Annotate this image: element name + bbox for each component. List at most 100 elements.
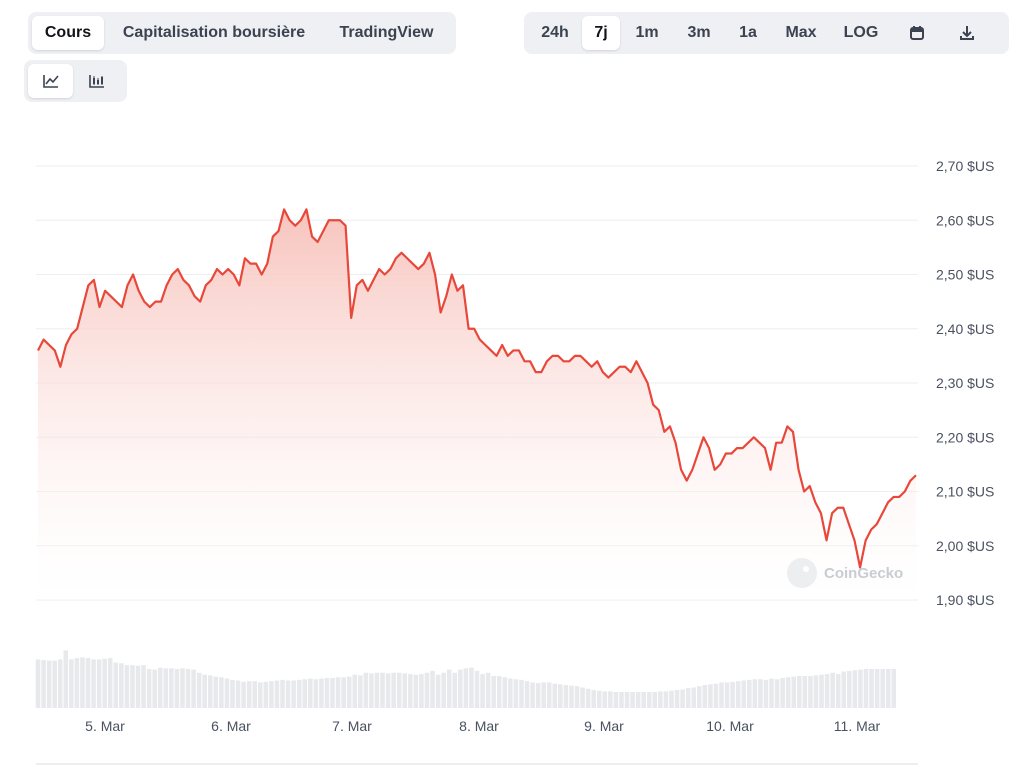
tab-capitalisation[interactable]: Capitalisation boursière bbox=[122, 24, 306, 41]
volume-bar bbox=[524, 681, 530, 708]
y-tick-label: 2,40 $US bbox=[936, 321, 994, 337]
volume-bar bbox=[191, 669, 196, 708]
volume-bar bbox=[413, 674, 419, 708]
volume-bar bbox=[430, 670, 435, 708]
volume-bar bbox=[824, 674, 830, 708]
tab-tradingview[interactable]: TradingView bbox=[339, 24, 434, 41]
volume-bar bbox=[241, 681, 246, 708]
volume-bar bbox=[658, 691, 663, 708]
range-1a[interactable]: 1a bbox=[739, 24, 757, 41]
volume-bar bbox=[591, 690, 596, 708]
volume-bar bbox=[130, 665, 135, 708]
volume-bar bbox=[263, 681, 269, 708]
volume-bar bbox=[157, 667, 163, 708]
volume-bar bbox=[585, 688, 591, 708]
volume-bar bbox=[546, 682, 552, 708]
calendar-icon[interactable] bbox=[892, 16, 942, 50]
volume-bar bbox=[758, 679, 763, 708]
volume-bar bbox=[519, 679, 524, 708]
price-chart[interactable]: 2,70 $US 2,60 $US 2,50 $US 2,40 $US 2,30 $US… bbox=[0, 110, 1024, 767]
candlestick-chart-icon[interactable] bbox=[73, 64, 121, 98]
volume-bar bbox=[663, 691, 669, 708]
x-tick-label: 9. Mar bbox=[584, 718, 624, 734]
volume-bar bbox=[91, 659, 96, 708]
volume-bar bbox=[719, 682, 724, 708]
volume-bar bbox=[135, 665, 141, 708]
watermark-text: CoinGecko bbox=[824, 565, 903, 582]
volume-bar bbox=[513, 679, 519, 708]
volume-bar bbox=[774, 679, 780, 708]
volume-bar bbox=[630, 692, 635, 708]
volume-bar bbox=[391, 672, 396, 708]
range-tabs: 24h 7j 1m 3m 1a Max LOG bbox=[524, 12, 1009, 54]
volume-bar bbox=[196, 672, 202, 708]
volume-bar bbox=[691, 687, 696, 708]
volume-bar bbox=[419, 674, 424, 708]
chart-type-tabs bbox=[24, 60, 127, 102]
volume-bar bbox=[296, 679, 302, 708]
volume-bar bbox=[385, 673, 391, 708]
tab-cours[interactable]: Cours bbox=[32, 16, 104, 50]
volume-bar bbox=[446, 669, 452, 708]
volume-bar bbox=[558, 684, 563, 708]
volume-bar bbox=[308, 678, 313, 708]
y-tick-label: 1,90 $US bbox=[936, 592, 994, 608]
volume-bar bbox=[358, 675, 363, 708]
x-tick-label: 8. Mar bbox=[459, 718, 499, 734]
volume-bar bbox=[124, 665, 130, 708]
volume-bar bbox=[580, 687, 585, 708]
y-tick-label: 2,00 $US bbox=[936, 538, 994, 554]
volume-bar bbox=[791, 676, 797, 708]
volume-bar bbox=[858, 669, 863, 708]
volume-bar bbox=[85, 658, 91, 708]
range-log[interactable]: LOG bbox=[843, 24, 879, 41]
range-1m[interactable]: 1m bbox=[635, 24, 659, 41]
volume-bar bbox=[819, 674, 824, 708]
volume-bar bbox=[602, 691, 608, 708]
range-3m[interactable]: 3m bbox=[687, 24, 711, 41]
volume-bar bbox=[724, 682, 730, 708]
volume-bar bbox=[352, 674, 358, 708]
volume-bar bbox=[374, 672, 380, 708]
volume-bar bbox=[408, 674, 413, 708]
volume-bar bbox=[113, 662, 119, 708]
range-24h[interactable]: 24h bbox=[541, 24, 569, 41]
volume-bar bbox=[847, 670, 852, 708]
volume-bar bbox=[219, 677, 224, 708]
range-7j[interactable]: 7j bbox=[582, 16, 620, 50]
volume-bar bbox=[207, 675, 213, 708]
line-chart-icon[interactable] bbox=[28, 64, 73, 98]
volume-bar bbox=[852, 670, 858, 708]
price-line bbox=[37, 208, 917, 569]
download-icon[interactable] bbox=[942, 16, 992, 50]
y-tick-label: 2,30 $US bbox=[936, 375, 994, 391]
volume-bar bbox=[119, 663, 124, 708]
volume-bar bbox=[813, 675, 819, 708]
volume-bar bbox=[608, 691, 613, 708]
volume-bar bbox=[469, 667, 474, 708]
volume-bar bbox=[63, 650, 69, 708]
volume-bar bbox=[330, 677, 335, 708]
volume-bar bbox=[380, 672, 385, 708]
volume-bar bbox=[735, 681, 741, 708]
x-tick-label: 6. Mar bbox=[211, 718, 251, 734]
volume-bar bbox=[835, 674, 841, 708]
volume-bar bbox=[274, 680, 280, 708]
volume-bar bbox=[302, 679, 308, 708]
volume-bar bbox=[496, 676, 502, 708]
volume-bar bbox=[52, 660, 57, 708]
volume-bar bbox=[530, 682, 535, 708]
volume-bar bbox=[235, 680, 241, 708]
x-tick-label: 5. Mar bbox=[85, 718, 125, 734]
volume-bar bbox=[841, 671, 847, 708]
volume-bar bbox=[752, 679, 758, 708]
volume-bar bbox=[480, 674, 485, 708]
volume-bar bbox=[741, 680, 747, 708]
volume-bar bbox=[230, 679, 235, 708]
volume-bar bbox=[285, 680, 291, 708]
volume-bar bbox=[491, 676, 496, 708]
volume-bar bbox=[213, 676, 219, 708]
volume-bar bbox=[102, 658, 107, 708]
range-max[interactable]: Max bbox=[785, 24, 817, 41]
volume-bar bbox=[107, 658, 113, 708]
